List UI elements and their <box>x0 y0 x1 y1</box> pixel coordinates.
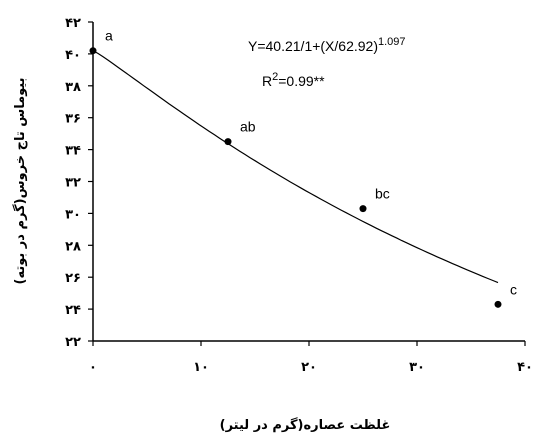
y-tick-label: ۴۰ <box>65 48 81 63</box>
data-point-label: bc <box>375 186 390 202</box>
equation-annotation: Y=40.21/1+(X/62.92)1.097 <box>248 36 406 54</box>
data-points: a ab bc c <box>89 28 517 308</box>
data-point <box>494 300 502 308</box>
y-tick-label: ۲۶ <box>65 271 81 286</box>
x-tick-label: ۴۰ <box>517 360 533 375</box>
data-point <box>359 205 367 213</box>
y-tick-label: ۳۰ <box>65 207 81 222</box>
y-tick-label: ۳۶ <box>65 112 81 127</box>
equation-exponent: 1.097 <box>378 36 406 48</box>
x-axis-title: غلظت عصاره(گرم در لیتر) <box>220 417 391 433</box>
y-axis-title: بیوماس تاج خروس(گرم در بوته) <box>12 78 28 285</box>
y-tick-label: ۳۸ <box>65 80 81 95</box>
data-point <box>89 47 97 55</box>
y-tick-label: ۲۴ <box>65 303 81 318</box>
x-tick-label: ۱۰ <box>193 360 209 375</box>
data-point-label: ab <box>240 119 256 135</box>
y-tick-label: ۲۲ <box>65 335 81 350</box>
equation-main: Y=40.21/1+(X/62.92) <box>248 38 378 54</box>
y-tick-label: ۴۲ <box>65 16 81 31</box>
r2-main: R <box>262 73 272 89</box>
axes: ۲۲ ۲۴ ۲۶ ۲۸ ۳۰ ۳۲ ۳۴ ۳۶ ۳۸ ۴۰ ۴۲ ۰ ۱۰ ۲۰ ۳۰ ۴۰ <box>65 16 533 375</box>
x-tick-label: ۲۰ <box>301 360 317 375</box>
x-tick-label: ۰ <box>89 360 97 375</box>
y-tick-label: ۳۲ <box>65 176 81 191</box>
x-tick-label: ۳۰ <box>409 360 425 375</box>
y-tick-label: ۲۸ <box>65 239 81 254</box>
r2-annotation: R2=0.99** <box>262 71 325 89</box>
r2-tail: =0.99** <box>278 73 325 89</box>
data-point-label: a <box>105 28 113 44</box>
data-point-label: c <box>510 281 517 297</box>
r2-superscript: 2 <box>272 71 278 83</box>
data-point <box>224 138 232 146</box>
y-tick-label: ۳۴ <box>65 144 81 159</box>
fit-curve <box>92 50 499 284</box>
x-ticks: ۰ ۱۰ ۲۰ ۳۰ ۴۰ <box>89 341 533 375</box>
y-ticks: ۲۲ ۲۴ ۲۶ ۲۸ ۳۰ ۳۲ ۳۴ ۳۶ ۳۸ ۴۰ ۴۲ <box>65 16 93 350</box>
